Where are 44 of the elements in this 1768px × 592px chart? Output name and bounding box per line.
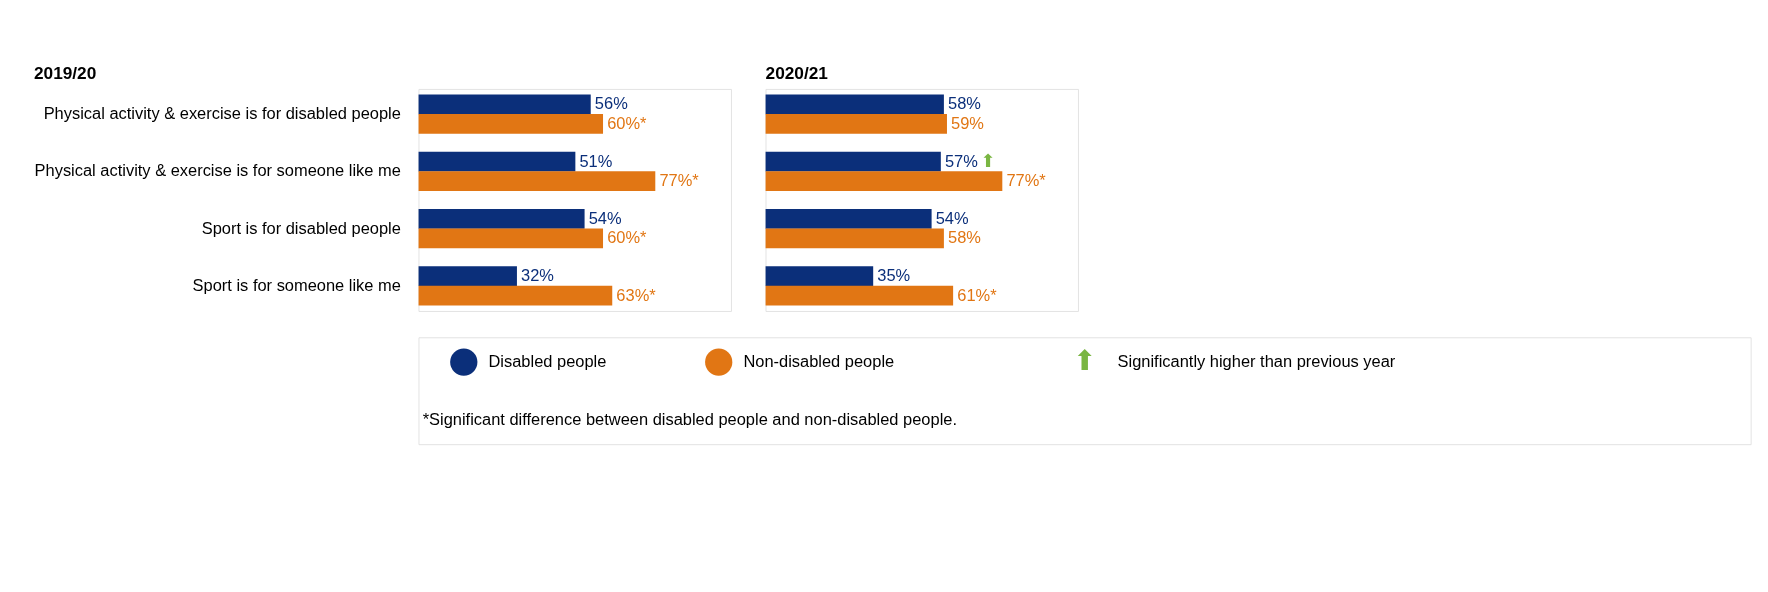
chart-title: 2020/21 [765,63,829,84]
bar [765,171,1003,192]
bar [418,266,517,287]
y-tick-label: Physical activity & exercise is for disabled people [43,104,401,123]
data-label: 57% [944,151,979,170]
data-label: 58% [948,228,982,247]
text: ⬆ [1072,344,1097,378]
bar [418,209,585,229]
data-label: 54% [935,208,969,227]
legend-label: Non-disabled people [743,351,895,370]
data-label: 32% [521,266,555,285]
bar [765,228,944,249]
y-tick-label: Physical activity & exercise is for someone like me [34,161,401,180]
data-label: 51% [579,151,613,170]
bar [418,94,591,115]
bar [765,285,954,306]
text: 2019/20 [33,63,97,84]
data-label: 54% [588,208,622,227]
y-tick-label: Sport is for disabled people [201,218,401,237]
y-tick-label: Sport is for someone like me [192,275,401,294]
bar [765,266,874,287]
data-label: 56% [594,94,629,113]
data-label: 61%* [957,285,998,304]
bar [418,285,613,306]
text: Significantly higher than previous year [1117,351,1396,370]
bar [765,209,932,229]
data-label: 60%* [607,113,648,132]
data-label: 77%* [659,171,700,190]
bar [765,151,941,172]
data-label: 58% [948,94,982,113]
data-label: 35% [877,266,911,285]
data-label: 60%* [607,228,648,247]
bar [765,94,944,115]
bar [418,151,576,172]
bar [418,171,656,192]
bar [418,228,604,249]
data-label: 77%* [1006,171,1047,190]
bar [765,114,947,134]
data-label: 59% [951,113,985,132]
data-label: 63%* [616,285,657,304]
text: *Significant difference between disabled people and non-disabled people. [422,409,957,428]
bar [418,114,604,134]
annotation: ⬆ [980,150,996,172]
legend-label: Disabled people [488,351,607,370]
